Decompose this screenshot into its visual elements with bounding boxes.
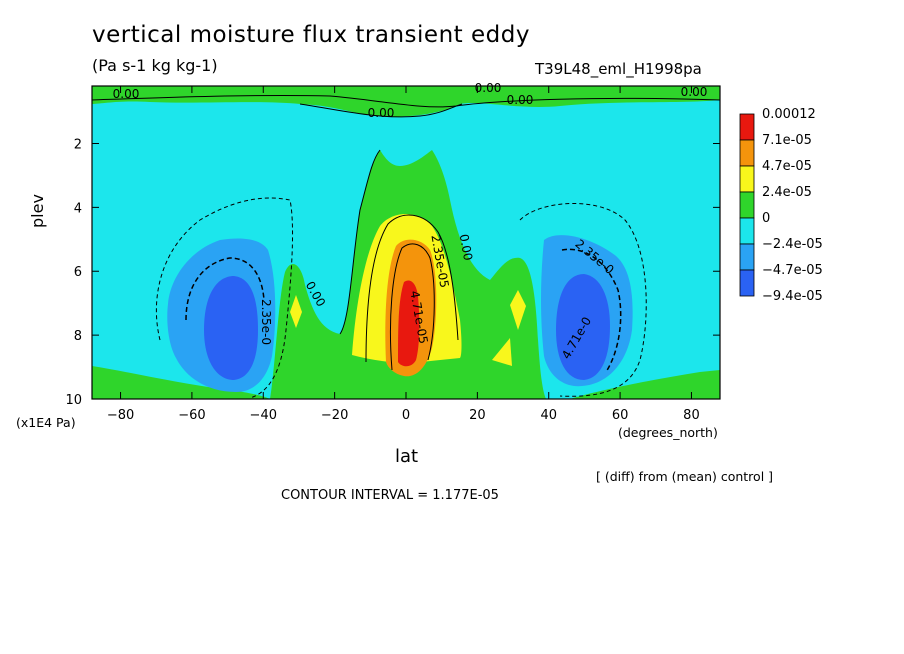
chart-title: vertical moisture flux transient eddy [92,22,530,48]
x-tick-label: 40 [540,408,557,423]
x-axis-unit: (degrees_north) [618,425,718,440]
band-yellow-left-spot [290,295,302,328]
colorbar-label: 2.4e-05 [762,185,812,200]
y-tick-label: 10 [65,393,82,408]
x-axis: −80 −60 −40 −20 0 20 40 60 80 [107,86,700,423]
colorbar-swatch [739,191,755,219]
colorbar-swatch [739,269,755,297]
colorbar-swatch [739,165,755,193]
contour-field [92,86,720,399]
contour-pos-1 [339,149,381,335]
contour-label: 0.00 [368,106,395,120]
y-tick-label: 8 [74,329,82,344]
colorbar-label: 0 [762,211,770,226]
contour-pos-2 [365,214,459,363]
colorbar-label: 7.1e-05 [762,133,812,148]
x-tick-label: 20 [469,408,486,423]
colorbar-label: −2.4e-05 [762,237,823,252]
colorbar-swatch [739,243,755,271]
contour-neg-south-inner [185,257,265,321]
run-id: T39L48_eml_H1998pa [535,60,702,78]
x-tick-label: 80 [683,408,700,423]
x-axis-label: lat [395,446,419,467]
y-tick-label: 2 [74,137,82,152]
contour-pos-3 [389,243,435,371]
x-tick-label: −80 [107,408,134,423]
diff-note: [ (diff) from (mean) control ] [596,469,774,484]
chart-units: (Pa s-1 kg kg-1) [92,56,218,75]
contour-neg-north-outer [519,203,647,397]
x-tick-label: −60 [178,408,205,423]
contour-label: 0.00 [475,81,502,95]
y-tick-label: 4 [74,201,82,216]
contour-label: 0.00 [681,85,708,99]
band-darkblue-south [204,276,258,380]
y-axis: 2 4 6 8 10 [65,137,720,408]
y-axis-label: plev [28,194,47,228]
band-yellow-right-spot [510,290,526,330]
x-tick-label: 0 [402,408,410,423]
contour-label: 0.00 [113,87,140,101]
x-tick-label: −40 [250,408,277,423]
colorbar-label: −4.7e-05 [762,263,823,278]
colorbar-swatch [739,139,755,167]
colorbar-swatch [739,217,755,245]
band-darkblue-north [556,274,610,380]
contour-label: 0.00 [507,93,534,107]
y-axis-unit: (x1E4 Pa) [16,415,76,430]
colorbar-label: 4.7e-05 [762,159,812,174]
x-tick-label: 60 [612,408,629,423]
band-green-top [92,86,720,117]
band-red [398,280,420,367]
band-yellow-lower-spot [492,338,512,366]
x-tick-label: −20 [321,408,348,423]
contour-label: 2.35e-0 [259,299,273,345]
contour-zero-top-2 [299,103,463,118]
y-tick-label: 6 [74,265,82,280]
colorbar: 0.00012 7.1e-05 4.7e-05 2.4e-05 0 −2.4e-05 −4.… [739,107,823,304]
colorbar-swatch [739,113,755,141]
colorbar-label: 0.00012 [762,107,816,122]
contour-zero-top [92,94,720,108]
contour-label: 0.00 [457,233,475,262]
contour-neg-north-inner [561,248,622,373]
colorbar-label: −9.4e-05 [762,289,823,304]
contour-interval: CONTOUR INTERVAL = 1.177E-05 [281,488,499,503]
